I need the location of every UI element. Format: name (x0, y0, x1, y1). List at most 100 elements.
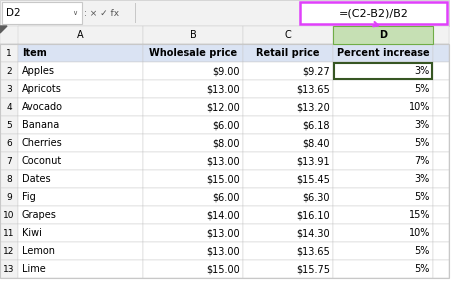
Text: 8: 8 (6, 175, 12, 183)
Bar (333, 152, 433, 170)
Text: 10%: 10% (409, 228, 430, 238)
Text: 13: 13 (3, 264, 15, 273)
Text: $15.45: $15.45 (296, 174, 330, 184)
Bar (243, 26, 333, 44)
Bar (0, 44, 18, 62)
Text: $15.00: $15.00 (206, 264, 240, 274)
Text: $13.00: $13.00 (206, 228, 240, 238)
Text: 3%: 3% (415, 174, 430, 184)
Bar (0, 152, 18, 170)
Text: $8.00: $8.00 (212, 138, 240, 148)
Bar (333, 44, 433, 62)
Bar (18, 80, 143, 98)
Bar (333, 170, 433, 188)
Text: 5%: 5% (415, 84, 430, 94)
Bar (0, 242, 18, 260)
Bar (0, 0, 449, 26)
Bar (333, 242, 433, 260)
Bar (433, 242, 449, 260)
Bar (333, 116, 433, 134)
Text: Item: Item (22, 48, 47, 58)
Bar (18, 224, 143, 242)
Text: $15.75: $15.75 (296, 264, 330, 274)
Text: =(C2-B2)/B2: =(C2-B2)/B2 (338, 8, 409, 18)
Bar (18, 44, 143, 62)
Bar (433, 206, 449, 224)
Bar (18, 206, 143, 224)
Bar (333, 134, 433, 152)
Text: 2: 2 (6, 67, 12, 76)
Bar (2, 2, 82, 24)
Text: 11: 11 (3, 228, 15, 237)
Text: Wholesale price: Wholesale price (149, 48, 237, 58)
Text: $13.91: $13.91 (296, 156, 330, 166)
Bar (18, 134, 143, 152)
Bar (143, 44, 243, 62)
Bar (433, 62, 449, 80)
Bar (243, 170, 333, 188)
Bar (143, 80, 243, 98)
Text: 7%: 7% (415, 156, 430, 166)
Bar (143, 188, 243, 206)
Bar (433, 98, 449, 116)
Bar (0, 62, 18, 80)
Text: 5%: 5% (415, 264, 430, 274)
Bar (433, 170, 449, 188)
Text: Coconut: Coconut (22, 156, 62, 166)
Text: 10%: 10% (409, 102, 430, 112)
Bar (143, 134, 243, 152)
Text: $6.18: $6.18 (302, 120, 330, 130)
Bar (0, 188, 18, 206)
Bar (143, 242, 243, 260)
Bar (143, 152, 243, 170)
Text: Retail price: Retail price (256, 48, 320, 58)
Bar (243, 152, 333, 170)
Text: $13.20: $13.20 (296, 102, 330, 112)
Text: $13.65: $13.65 (296, 84, 330, 94)
Bar (333, 62, 433, 80)
Text: $6.00: $6.00 (212, 120, 240, 130)
Bar (143, 206, 243, 224)
Text: $12.00: $12.00 (206, 102, 240, 112)
Polygon shape (0, 26, 7, 33)
Text: 9: 9 (6, 192, 12, 201)
Text: $9.27: $9.27 (302, 66, 330, 76)
Bar (300, 2, 447, 24)
Text: $14.30: $14.30 (296, 228, 330, 238)
Bar (243, 206, 333, 224)
Text: 7: 7 (6, 157, 12, 166)
Bar (143, 260, 243, 278)
Bar (243, 224, 333, 242)
Bar (18, 188, 143, 206)
Bar (243, 98, 333, 116)
Bar (18, 98, 143, 116)
Bar (143, 62, 243, 80)
Text: $13.00: $13.00 (206, 246, 240, 256)
Bar (433, 152, 449, 170)
Text: Apples: Apples (22, 66, 55, 76)
Text: 15%: 15% (409, 210, 430, 220)
Text: 5: 5 (6, 121, 12, 130)
Text: 4: 4 (6, 103, 12, 112)
Text: B: B (190, 30, 196, 40)
Bar (433, 44, 449, 62)
Text: Cherries: Cherries (22, 138, 63, 148)
Bar (333, 188, 433, 206)
Bar (0, 80, 18, 98)
Text: 10: 10 (3, 210, 15, 219)
Bar (333, 26, 433, 44)
Text: ∨: ∨ (72, 10, 77, 16)
Bar (18, 26, 143, 44)
Bar (333, 224, 433, 242)
Text: Banana: Banana (22, 120, 59, 130)
Text: $6.00: $6.00 (212, 192, 240, 202)
Bar (433, 134, 449, 152)
Bar (433, 224, 449, 242)
Bar (18, 260, 143, 278)
Bar (0, 224, 18, 242)
Bar (243, 80, 333, 98)
Bar (333, 260, 433, 278)
Bar (18, 242, 143, 260)
Bar (243, 44, 333, 62)
Bar (0, 134, 18, 152)
